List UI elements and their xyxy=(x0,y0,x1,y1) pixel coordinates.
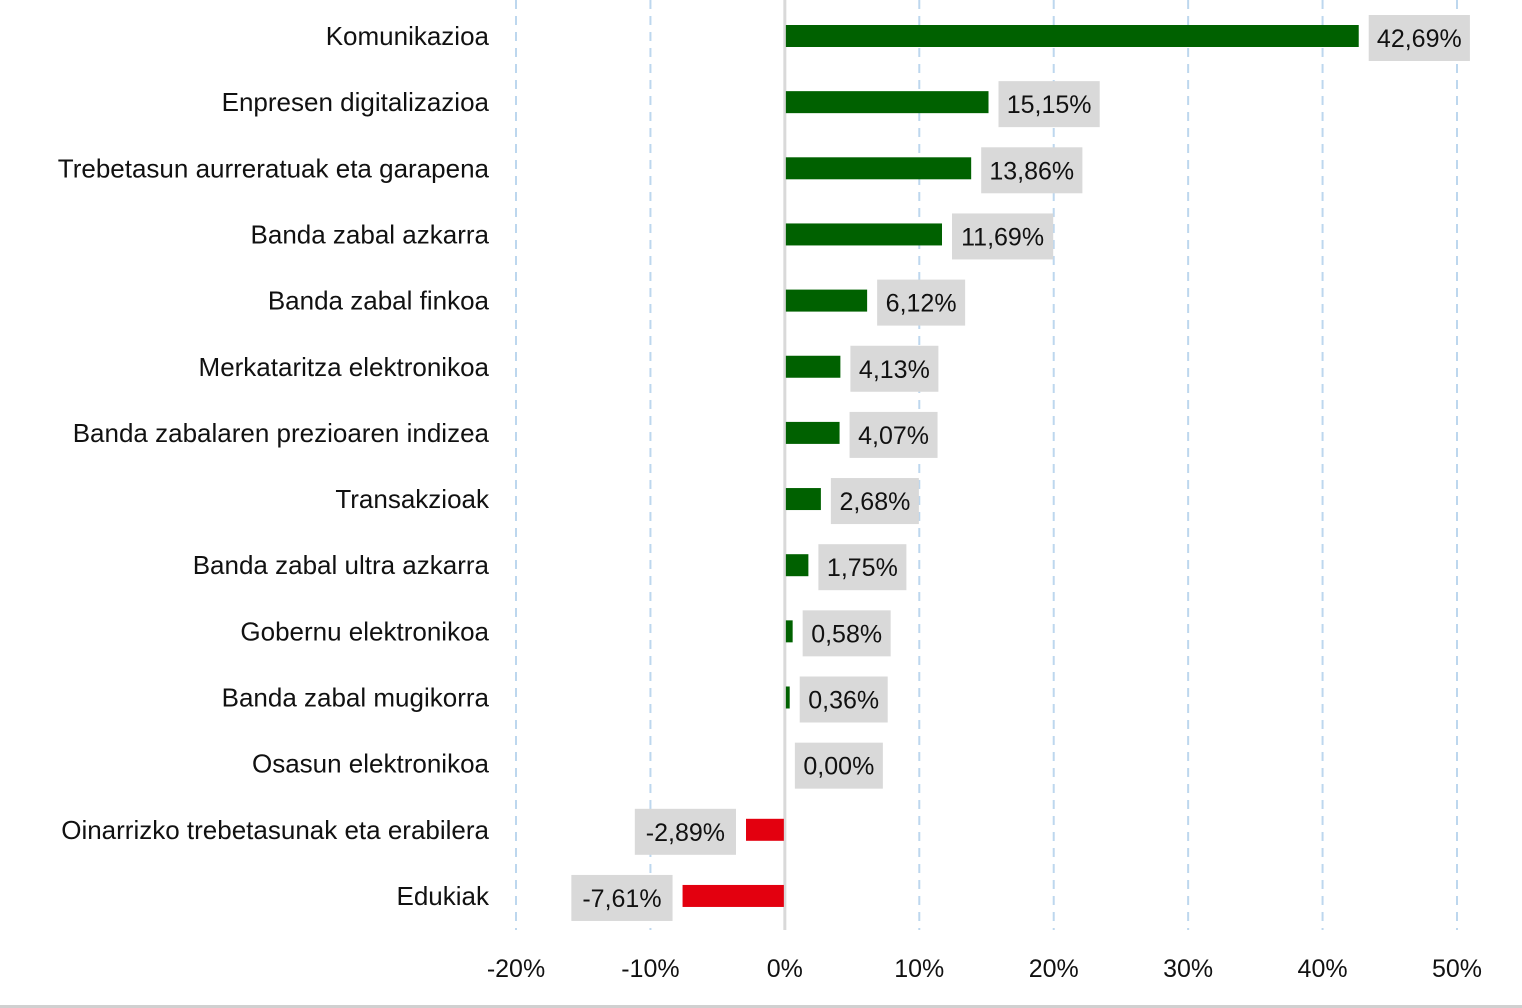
bar xyxy=(785,620,793,643)
data-label-box xyxy=(981,147,1083,194)
x-tick-label: 0% xyxy=(767,955,803,983)
bar xyxy=(785,289,868,312)
x-tick-label: 20% xyxy=(1029,955,1079,983)
category-label: Banda zabal azkarra xyxy=(251,219,490,249)
data-label-box xyxy=(802,610,891,657)
bar xyxy=(785,421,840,444)
data-label: 13,86% xyxy=(989,157,1074,185)
bar xyxy=(682,884,784,907)
x-tick-label: -10% xyxy=(621,955,679,983)
category-label: Transakzioak xyxy=(335,484,490,514)
category-label: Banda zabal mugikorra xyxy=(222,683,490,713)
category-label: Banda zabalaren prezioaren indizea xyxy=(73,418,490,448)
data-label-box xyxy=(850,345,939,392)
data-label: -7,61% xyxy=(582,885,661,913)
bar xyxy=(785,223,943,246)
data-label-box xyxy=(571,874,673,921)
category-label: Gobernu elektronikoa xyxy=(240,616,489,646)
bar xyxy=(785,91,989,114)
category-label: Komunikazioa xyxy=(326,21,490,51)
x-tick-label: 10% xyxy=(894,955,944,983)
x-tick-label: 30% xyxy=(1163,955,1213,983)
category-label: Osasun elektronikoa xyxy=(252,749,490,779)
bar xyxy=(785,686,790,709)
data-label-box xyxy=(634,808,737,855)
data-label-box xyxy=(818,544,907,591)
data-label: 1,75% xyxy=(827,554,898,582)
x-tick-label: 40% xyxy=(1298,955,1348,983)
data-label-box xyxy=(952,213,1054,260)
data-label-box xyxy=(1368,15,1470,61)
x-tick-label: 50% xyxy=(1432,955,1482,983)
data-label-box xyxy=(794,742,883,789)
data-label-box xyxy=(799,676,888,723)
x-tick-label: -20% xyxy=(487,955,545,983)
bar xyxy=(785,554,809,577)
category-label: Enpresen digitalizazioa xyxy=(222,87,490,117)
data-label: 4,13% xyxy=(859,356,930,384)
bottom-border xyxy=(0,1005,1522,1008)
bar xyxy=(785,25,1359,47)
data-label: -2,89% xyxy=(646,819,725,847)
category-label: Oinarrizko trebetasunak eta erabilera xyxy=(61,815,489,845)
data-label-box xyxy=(998,81,1100,128)
data-label-box xyxy=(849,411,938,458)
bar xyxy=(785,488,821,511)
data-label: 15,15% xyxy=(1007,91,1092,119)
bar xyxy=(746,818,784,841)
data-label: 4,07% xyxy=(858,422,929,450)
data-label: 11,69% xyxy=(961,223,1044,251)
data-label: 2,68% xyxy=(839,488,910,516)
data-label: 6,12% xyxy=(886,290,957,318)
category-label: Banda zabal finkoa xyxy=(268,286,490,316)
bar xyxy=(785,157,972,180)
data-label: 0,36% xyxy=(808,687,879,715)
bar xyxy=(785,355,841,378)
category-label: Merkataritza elektronikoa xyxy=(199,352,490,382)
category-label: Banda zabal ultra azkarra xyxy=(193,550,490,580)
category-label: Trebetasun aurreratuak eta garapena xyxy=(58,153,490,183)
category-label: Edukiak xyxy=(397,881,490,911)
data-label: 0,00% xyxy=(803,753,874,781)
data-label-box xyxy=(877,279,966,326)
data-label: 0,58% xyxy=(811,620,882,648)
data-label: 42,69% xyxy=(1377,25,1462,53)
data-label-box xyxy=(830,478,919,525)
